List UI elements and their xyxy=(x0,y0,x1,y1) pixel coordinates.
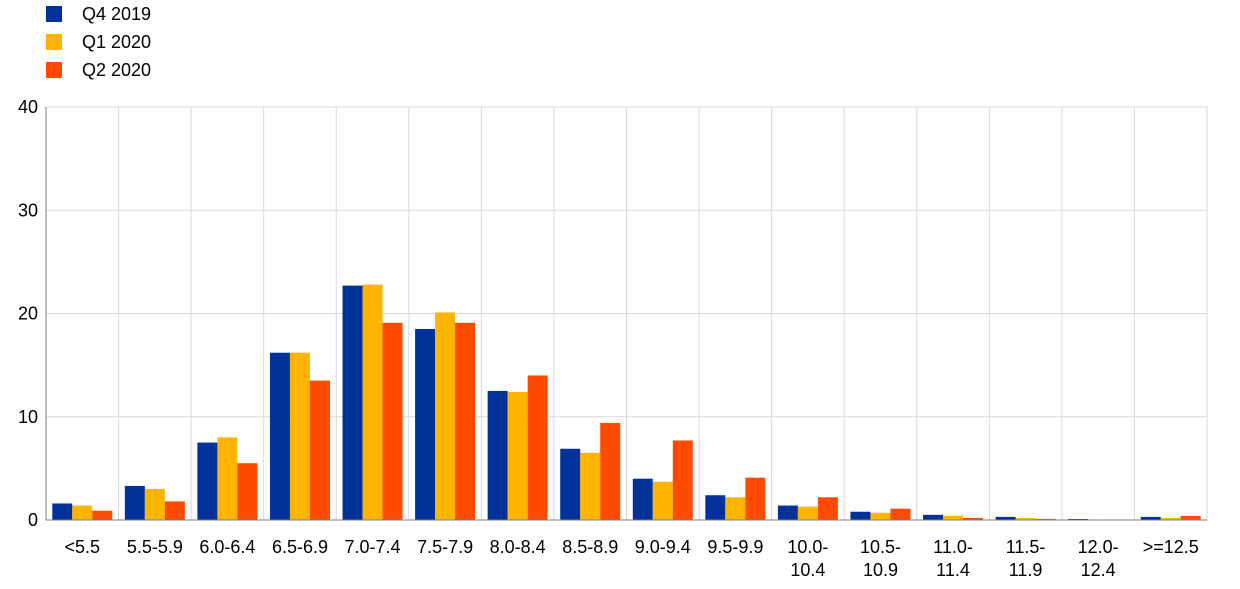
bar-series0-cat9 xyxy=(705,495,726,520)
bar-series0-cat1 xyxy=(124,485,145,520)
x-tick-label-0: <5.5 xyxy=(65,537,101,557)
bar-series0-cat6 xyxy=(487,390,508,520)
bar-series1-cat8 xyxy=(652,481,673,520)
bar-series2-cat7 xyxy=(600,422,621,520)
bar-series0-cat10 xyxy=(777,505,798,520)
bar-series0-cat5 xyxy=(415,328,436,520)
bar-series0-cat15 xyxy=(1140,516,1161,520)
bar-series1-cat6 xyxy=(507,391,528,520)
bar-series2-cat13 xyxy=(1035,518,1056,520)
bar-series1-cat5 xyxy=(435,312,456,520)
bar-series2-cat6 xyxy=(527,375,548,520)
bar-series0-cat14 xyxy=(1068,518,1089,520)
legend-swatch-q1-2020 xyxy=(46,34,62,50)
chart-legend: Q4 2019 Q1 2020 Q2 2020 xyxy=(46,0,151,84)
bar-series2-cat1 xyxy=(164,501,185,520)
legend-label-q4-2019: Q4 2019 xyxy=(82,3,152,24)
bar-series1-cat4 xyxy=(362,284,383,520)
bar-series0-cat11 xyxy=(850,511,871,520)
bar-series0-cat4 xyxy=(342,285,363,520)
x-tick-label-7: 8.5-8.9 xyxy=(562,537,618,557)
y-tick-label-2: 20 xyxy=(18,304,38,324)
bar-series0-cat0 xyxy=(52,503,73,520)
legend-item-q2-2020: Q2 2020 xyxy=(46,56,151,84)
y-tick-label-3: 30 xyxy=(18,200,38,220)
x-tick-label-1: 5.5-5.9 xyxy=(127,537,183,557)
bar-series1-cat10 xyxy=(797,506,818,520)
bar-series1-cat7 xyxy=(580,452,601,520)
bar-series0-cat8 xyxy=(632,478,653,520)
x-tick-label-5: 7.5-7.9 xyxy=(417,537,473,557)
x-tick-label-11: 10.5-10.9 xyxy=(860,537,901,580)
legend-label-q2-2020: Q2 2020 xyxy=(82,59,152,80)
y-tick-label-0: 0 xyxy=(28,510,38,530)
x-tick-label-13: 11.5-11.9 xyxy=(1006,537,1046,580)
bar-series1-cat11 xyxy=(870,512,891,520)
bar-series2-cat12 xyxy=(963,517,984,520)
x-tick-label-9: 9.5-9.9 xyxy=(707,537,763,557)
x-tick-label-10: 10.0-10.4 xyxy=(787,537,828,580)
bar-series1-cat15 xyxy=(1160,517,1181,520)
legend-item-q1-2020: Q1 2020 xyxy=(46,28,151,56)
legend-swatch-q4-2019 xyxy=(46,6,62,22)
x-tick-label-6: 8.0-8.4 xyxy=(490,537,546,557)
bar-series2-cat3 xyxy=(309,380,330,520)
bar-series1-cat1 xyxy=(144,489,165,520)
bar-series0-cat7 xyxy=(560,448,581,520)
bar-series2-cat5 xyxy=(455,322,476,520)
bar-series2-cat15 xyxy=(1180,515,1201,520)
bar-series1-cat0 xyxy=(72,505,93,520)
legend-label-q1-2020: Q1 2020 xyxy=(82,31,152,52)
bar-series0-cat13 xyxy=(995,516,1016,520)
bar-series2-cat0 xyxy=(92,510,113,520)
legend-swatch-q2-2020 xyxy=(46,62,62,78)
bar-series0-cat2 xyxy=(197,442,218,520)
bar-series2-cat10 xyxy=(817,497,838,520)
bar-series0-cat12 xyxy=(923,514,944,520)
bar-series2-cat11 xyxy=(890,508,911,520)
x-tick-label-8: 9.0-9.4 xyxy=(635,537,691,557)
x-tick-label-4: 7.0-7.4 xyxy=(345,537,401,557)
x-tick-label-14: 12.0-12.4 xyxy=(1078,537,1119,580)
bar-series2-cat9 xyxy=(745,477,766,520)
bar-series2-cat8 xyxy=(672,440,693,520)
bar-series1-cat12 xyxy=(943,515,964,520)
bar-series2-cat4 xyxy=(382,322,403,520)
y-tick-label-4: 40 xyxy=(18,97,38,117)
x-tick-label-12: 11.0-11.4 xyxy=(933,537,973,580)
bar-series2-cat2 xyxy=(237,463,258,520)
bar-series1-cat9 xyxy=(725,497,746,520)
y-tick-label-1: 10 xyxy=(18,407,38,427)
legend-item-q4-2019: Q4 2019 xyxy=(46,0,151,28)
bar-series1-cat2 xyxy=(217,437,238,520)
bar-series1-cat3 xyxy=(289,352,310,520)
x-tick-label-3: 6.5-6.9 xyxy=(272,537,328,557)
x-tick-label-2: 6.0-6.4 xyxy=(199,537,255,557)
x-tick-label-15: >=12.5 xyxy=(1143,537,1199,557)
bar-series0-cat3 xyxy=(269,352,290,520)
bar-series1-cat13 xyxy=(1015,517,1036,520)
